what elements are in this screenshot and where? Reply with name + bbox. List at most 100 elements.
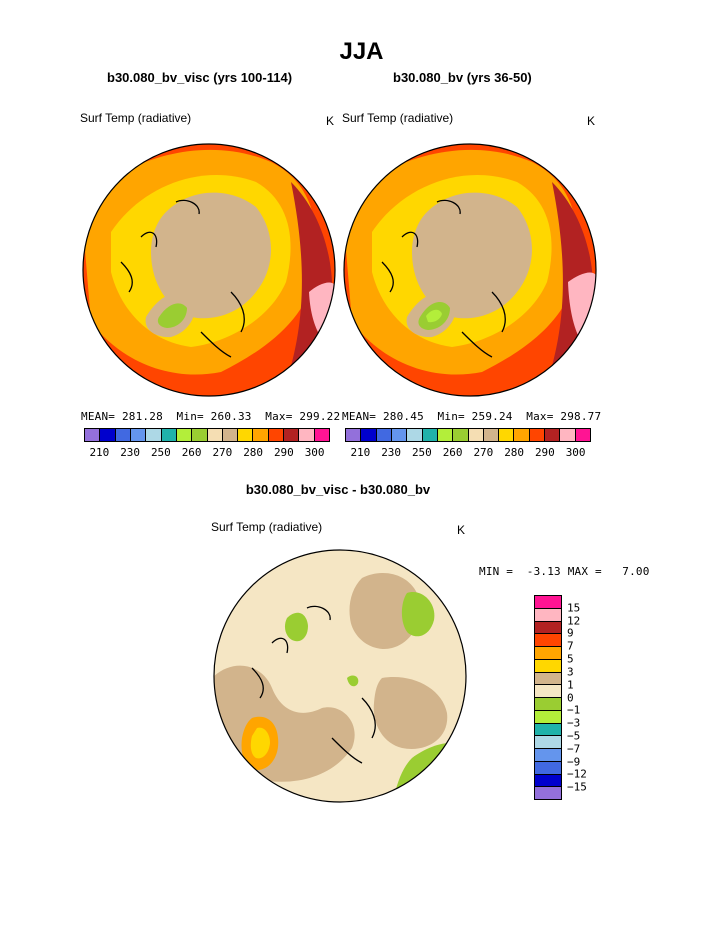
panel-2-arctic-land <box>412 192 532 319</box>
panel-2-map-border <box>343 143 597 397</box>
panel-1-colorbar-swatch <box>207 429 223 441</box>
diff-colorbar-swatch <box>535 774 561 788</box>
panel-2-colorbar-swatch <box>514 429 530 441</box>
diff-colorbar-tick-label: 15 <box>567 601 581 615</box>
panel-1-colorbar-tick-label: 290 <box>273 446 294 459</box>
panel-1-coastlines <box>120 199 245 358</box>
panel-2-colorbar-swatch <box>437 429 454 441</box>
panel-1-colorbar-swatch <box>238 429 254 441</box>
diff-colorbar-swatch <box>535 685 561 698</box>
diff-units: K <box>457 523 466 537</box>
panel-2-colorbar-swatch <box>391 429 408 441</box>
panel-2-pink-patch <box>568 272 596 357</box>
panel-2-colorbar-swatch <box>468 429 484 441</box>
panel-1-map-border <box>82 143 336 397</box>
panel-1-min-value: 260.33 <box>210 410 252 423</box>
diff-colorbar-tick-label: −1 <box>567 703 581 717</box>
diff-colorbar-swatch <box>535 749 561 762</box>
panel-2-units: K <box>587 114 596 128</box>
diff-colorbar-swatch <box>535 647 561 660</box>
diff-map-border <box>213 549 467 803</box>
diff-colorbar <box>534 595 562 800</box>
diff-colorbar-swatch <box>535 787 561 799</box>
panel-1-colorbar-tick-label: 210 <box>89 446 110 459</box>
diff-colorbar-tick-label: −3 <box>567 716 581 730</box>
panel-2-mean-label: MEAN= <box>342 410 377 423</box>
panel-2-colorbar-swatch <box>483 429 500 441</box>
diff-colorbar-tick-label: 0 <box>567 691 574 704</box>
diff-warm-land-north <box>349 573 421 649</box>
diff-colorbar-swatch <box>535 634 561 647</box>
panel-1-colorbar-tick-label: 230 <box>120 446 141 459</box>
diff-colorbar-tick-label: 1 <box>567 678 574 692</box>
panel-2-colorbar-tick-label: 290 <box>534 446 555 459</box>
panel-2-colorbar-swatch <box>575 429 590 441</box>
panel-2-colorbar-tick-label: 280 <box>504 446 525 459</box>
panel-2-max-label: Max= <box>526 410 554 423</box>
panel-2-mean-value: 280.45 <box>382 410 424 423</box>
panel-1-colorbar-tick-label: 250 <box>150 446 171 459</box>
diff-colorbar-swatch <box>535 710 561 724</box>
panel-2-colorbar-swatch <box>376 429 392 441</box>
panel-1-colorbar-swatch <box>146 429 162 441</box>
panel-2-colorbar-tick-label: 260 <box>442 446 463 459</box>
diff-colorbar-swatch <box>535 672 561 686</box>
diff-warm-land-east <box>373 677 448 749</box>
panel-2-colorbar-tick-label: 300 <box>565 446 586 459</box>
panel-1-colorbar-tick-label: 270 <box>212 446 233 459</box>
panel-1-colorbar-tick-label: 260 <box>181 446 202 459</box>
diff-colorbar-tick-label: 12 <box>567 614 581 628</box>
panel-1-colorbar-swatch <box>222 429 239 441</box>
diff-cool-patch-4 <box>347 675 359 687</box>
panel-2-min-value: 259.24 <box>471 410 513 423</box>
panel-1-colorbar-tick-label: 280 <box>243 446 264 459</box>
panel-2-colorbar-tick-label: 210 <box>350 446 371 459</box>
panel-1-max-value: 299.22 <box>299 410 341 423</box>
diff-colorbar-tick-label: −5 <box>567 729 581 743</box>
panel-1-colorbar-swatch <box>284 429 300 441</box>
diff-colorbar-tick-label: −9 <box>567 755 581 769</box>
diff-colorbar-swatch <box>535 698 561 711</box>
diff-colorbar-tick-label: 5 <box>567 652 574 666</box>
panel-2-colorbar-swatch <box>407 429 423 441</box>
panel-2-colorbar-swatch <box>453 429 469 441</box>
panel-2-colorbar-swatch <box>499 429 515 441</box>
diff-colorbar-swatch <box>535 608 561 622</box>
panel-2-colorbar-tick-label: 250 <box>411 446 432 459</box>
page-title: JJA <box>339 38 384 65</box>
panel-2-colorbar-swatch <box>529 429 546 441</box>
panel-1-min-label: Min= <box>176 410 204 423</box>
diff-hotspot-core <box>250 727 270 759</box>
panel-1-colorbar-swatch <box>100 429 116 441</box>
panel-1-units: K <box>326 114 335 128</box>
diff-subtitle: b30.080_bv_visc - b30.080_bv <box>245 482 431 497</box>
panel-1-field-label: Surf Temp (radiative) <box>80 111 192 125</box>
panel-2-min-label: Min= <box>437 410 465 423</box>
panel-2-colorbar-swatch <box>346 429 362 441</box>
panel-1-colorbar-swatch <box>161 429 177 441</box>
diff-polar-map <box>213 549 467 803</box>
panel-1-colorbar-tick-label: 300 <box>304 446 325 459</box>
diff-colorbar-tick-label: −15 <box>567 780 587 794</box>
panel-2-colorbar-swatch <box>560 429 576 441</box>
panel-1-colorbar-swatch <box>314 429 329 441</box>
panel-2-colorbar-tick-label: 270 <box>473 446 494 459</box>
diff-colorbar-swatch <box>535 736 561 749</box>
panel-1-greenland-core <box>157 303 187 328</box>
diff-colorbar-swatch <box>535 596 561 609</box>
panel-2-colorbar-swatch <box>422 429 438 441</box>
diff-colorbar-tick-label: 9 <box>567 626 574 640</box>
diff-colorbar-swatch <box>535 723 561 737</box>
panel-2-greenland-peak <box>426 309 442 323</box>
diff-colorbar-swatch <box>535 761 561 775</box>
panel-2-polar-map <box>343 143 597 397</box>
panel-1-colorbar-swatch <box>85 429 101 441</box>
panel-1-stats: MEAN= 281.28 Min= 260.33 Max= 299.22 <box>81 410 340 423</box>
panel-2-colorbar-tick-label: 230 <box>381 446 402 459</box>
diff-cool-patch-2 <box>401 592 435 637</box>
panel-2-colorbar <box>345 428 591 442</box>
panel-2-colorbar-ticks: 210 230 250 260 270 280 290 300 <box>345 446 591 460</box>
diff-colorbar-tick-label: −12 <box>567 767 587 781</box>
panel-1-mean-label: MEAN= <box>81 410 116 423</box>
panel-2-field-label: Surf Temp (radiative) <box>342 111 454 125</box>
